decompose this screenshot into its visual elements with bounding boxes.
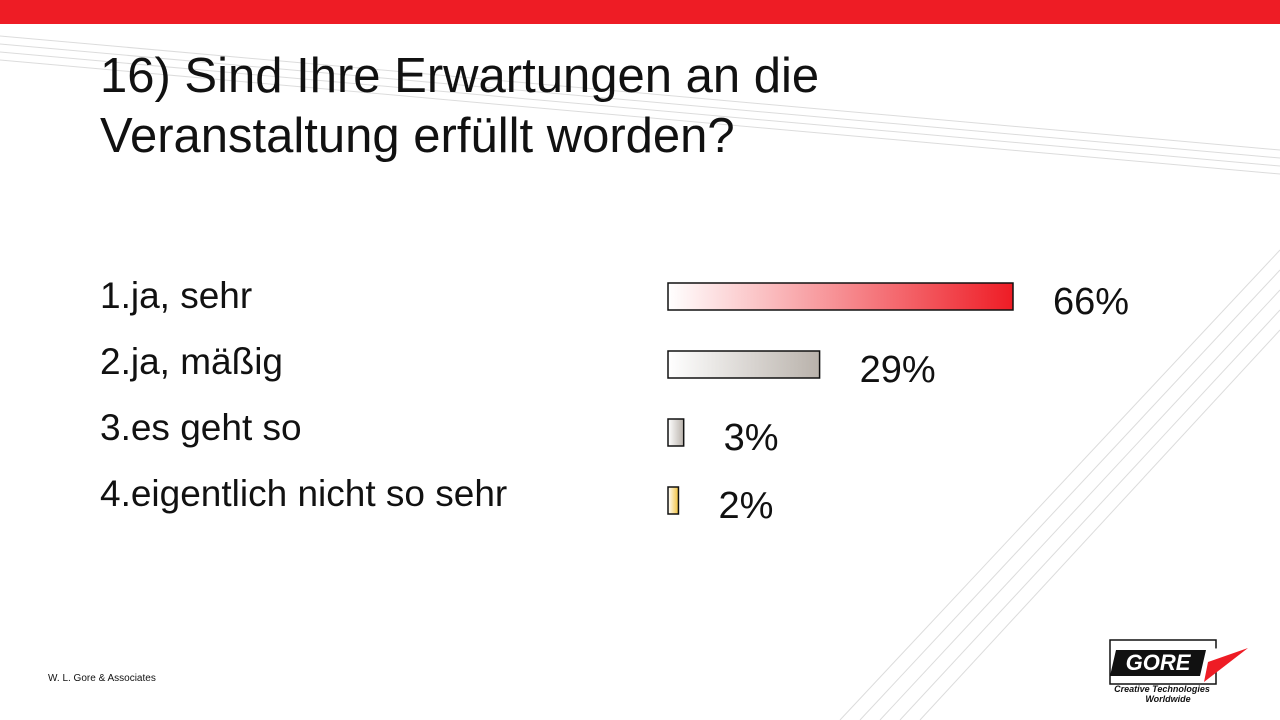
logo-tagline-line1: Creative Technologies xyxy=(1114,684,1210,694)
answer-item-3: 3.es geht so xyxy=(100,407,302,448)
bar-value-label-4: 2% xyxy=(718,485,773,527)
bar-value-label-2: 29% xyxy=(860,349,936,391)
bar-2 xyxy=(667,350,821,379)
bar-4 xyxy=(667,486,680,515)
answer-item-1: 1.ja, sehr xyxy=(100,275,253,316)
slide-title: 16) Sind Ihre Erwartungen an die Veranst… xyxy=(100,49,820,163)
footer-company-name: W. L. Gore & Associates xyxy=(48,673,156,684)
top-accent-bar xyxy=(0,0,1280,24)
gore-logo: GORE Creative Technologies Worldwide xyxy=(1109,639,1248,704)
bar-1 xyxy=(667,282,1014,311)
logo-tagline-line2: Worldwide xyxy=(1145,694,1190,704)
answer-list: 1.ja, sehr 2.ja, mäßig 3.es geht so 4.ei… xyxy=(100,268,507,532)
answer-item-2: 2.ja, mäßig xyxy=(100,341,284,382)
answer-item-4: 4.eigentlich nicht so sehr xyxy=(100,473,508,514)
bar-value-label-3: 3% xyxy=(724,417,779,459)
results-bar-chart: 66% 29% 3% 2% xyxy=(667,281,1129,527)
bar-value-label-1: 66% xyxy=(1053,281,1129,323)
logo-wordmark: GORE xyxy=(1126,650,1192,675)
bar-3 xyxy=(667,418,685,447)
